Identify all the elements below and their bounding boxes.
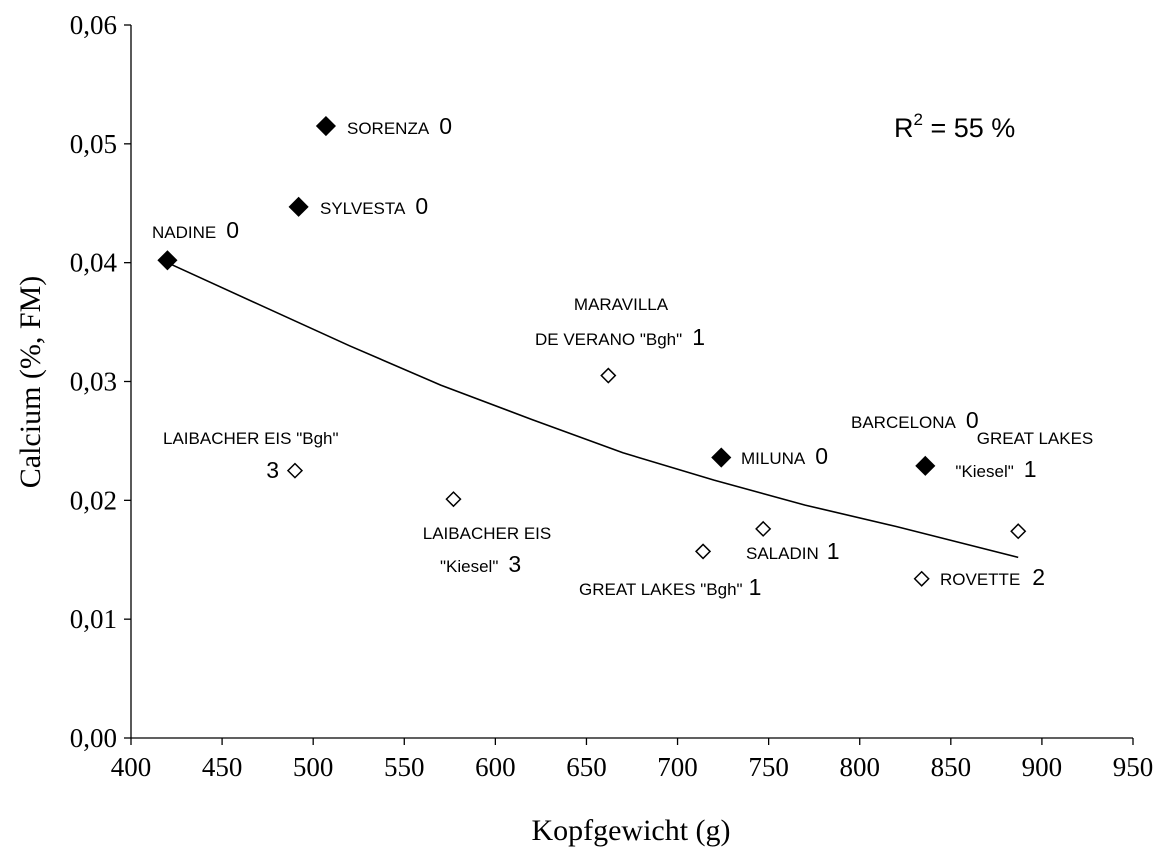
point-label: MARAVILLA <box>574 295 669 314</box>
x-tick-label: 700 <box>657 752 698 782</box>
data-point <box>315 115 336 137</box>
point-label: GREAT LAKES "Bgh" 1 <box>579 574 761 600</box>
axes: 400 450 500 550 600 650 700 750 800 850 900 950 0,00… <box>70 10 1154 782</box>
data-point <box>445 491 462 508</box>
point-label: GREAT LAKES <box>977 429 1094 448</box>
point-label: "Kiesel" 1 <box>955 456 1036 482</box>
y-tick-label: 0,01 <box>70 604 117 634</box>
data-point <box>288 196 309 217</box>
point-label: SORENZA 0 <box>347 113 452 139</box>
point-label: LAIBACHER EIS "Bgh" <box>163 429 339 448</box>
data-point <box>915 455 936 476</box>
point-label: BARCELONA 0 <box>851 407 979 433</box>
data-point <box>286 462 304 479</box>
x-tick-label: 550 <box>384 752 425 782</box>
point-label: LAIBACHER EIS <box>423 524 552 543</box>
r-squared-symbol: R <box>894 113 914 143</box>
data-point <box>913 570 930 587</box>
point-label: DE VERANO "Bgh" 1 <box>535 324 705 350</box>
y-tick-label: 0,06 <box>70 10 117 40</box>
r-squared-superscript: 2 <box>914 110 923 129</box>
data-point <box>600 367 617 384</box>
y-tick-label: 0,03 <box>70 367 117 397</box>
data-point <box>157 250 178 271</box>
point-label: 3 <box>266 457 279 483</box>
point-label: SYLVESTA 0 <box>320 193 428 219</box>
x-tick-label: 950 <box>1113 752 1154 782</box>
y-tick-label: 0,04 <box>70 248 118 278</box>
trendline-group <box>167 261 1019 559</box>
point-label: "Kiesel" 3 <box>440 551 521 577</box>
data-point <box>694 543 712 560</box>
point-label: MILUNA 0 <box>741 443 828 469</box>
x-tick-label: 800 <box>839 752 880 782</box>
x-tick-label: 600 <box>475 752 516 782</box>
trendline <box>167 261 1019 559</box>
point-labels-group: SORENZA 0 SYLVESTA 0 NADINE 0 MARAVILLA DE VERA… <box>152 113 1093 600</box>
x-tick-label: 750 <box>748 752 789 782</box>
y-tick-label: 0,00 <box>70 723 117 753</box>
y-axis-title: Calcium (%, FM) <box>14 276 47 488</box>
x-tick-label: 400 <box>111 752 152 782</box>
x-tick-label: 500 <box>293 752 334 782</box>
data-point <box>755 520 772 537</box>
r-squared-value: = 55 % <box>923 113 1015 143</box>
data-point <box>1010 523 1027 540</box>
data-point <box>711 447 732 468</box>
x-tick-label: 850 <box>931 752 972 782</box>
point-label: SALADIN 1 <box>746 538 840 564</box>
y-tick-label: 0,05 <box>70 129 117 159</box>
x-tick-label: 650 <box>566 752 607 782</box>
x-tick-label: 900 <box>1022 752 1063 782</box>
x-axis-title: Kopfgewicht (g) <box>531 814 730 847</box>
point-label: NADINE 0 <box>152 217 239 243</box>
x-tick-label: 450 <box>202 752 243 782</box>
point-label: ROVETTE 2 <box>940 564 1045 590</box>
r-squared-annotation: R2 = 55 % <box>894 110 1015 143</box>
y-tick-label: 0,02 <box>70 485 117 515</box>
points-group <box>157 115 1027 587</box>
